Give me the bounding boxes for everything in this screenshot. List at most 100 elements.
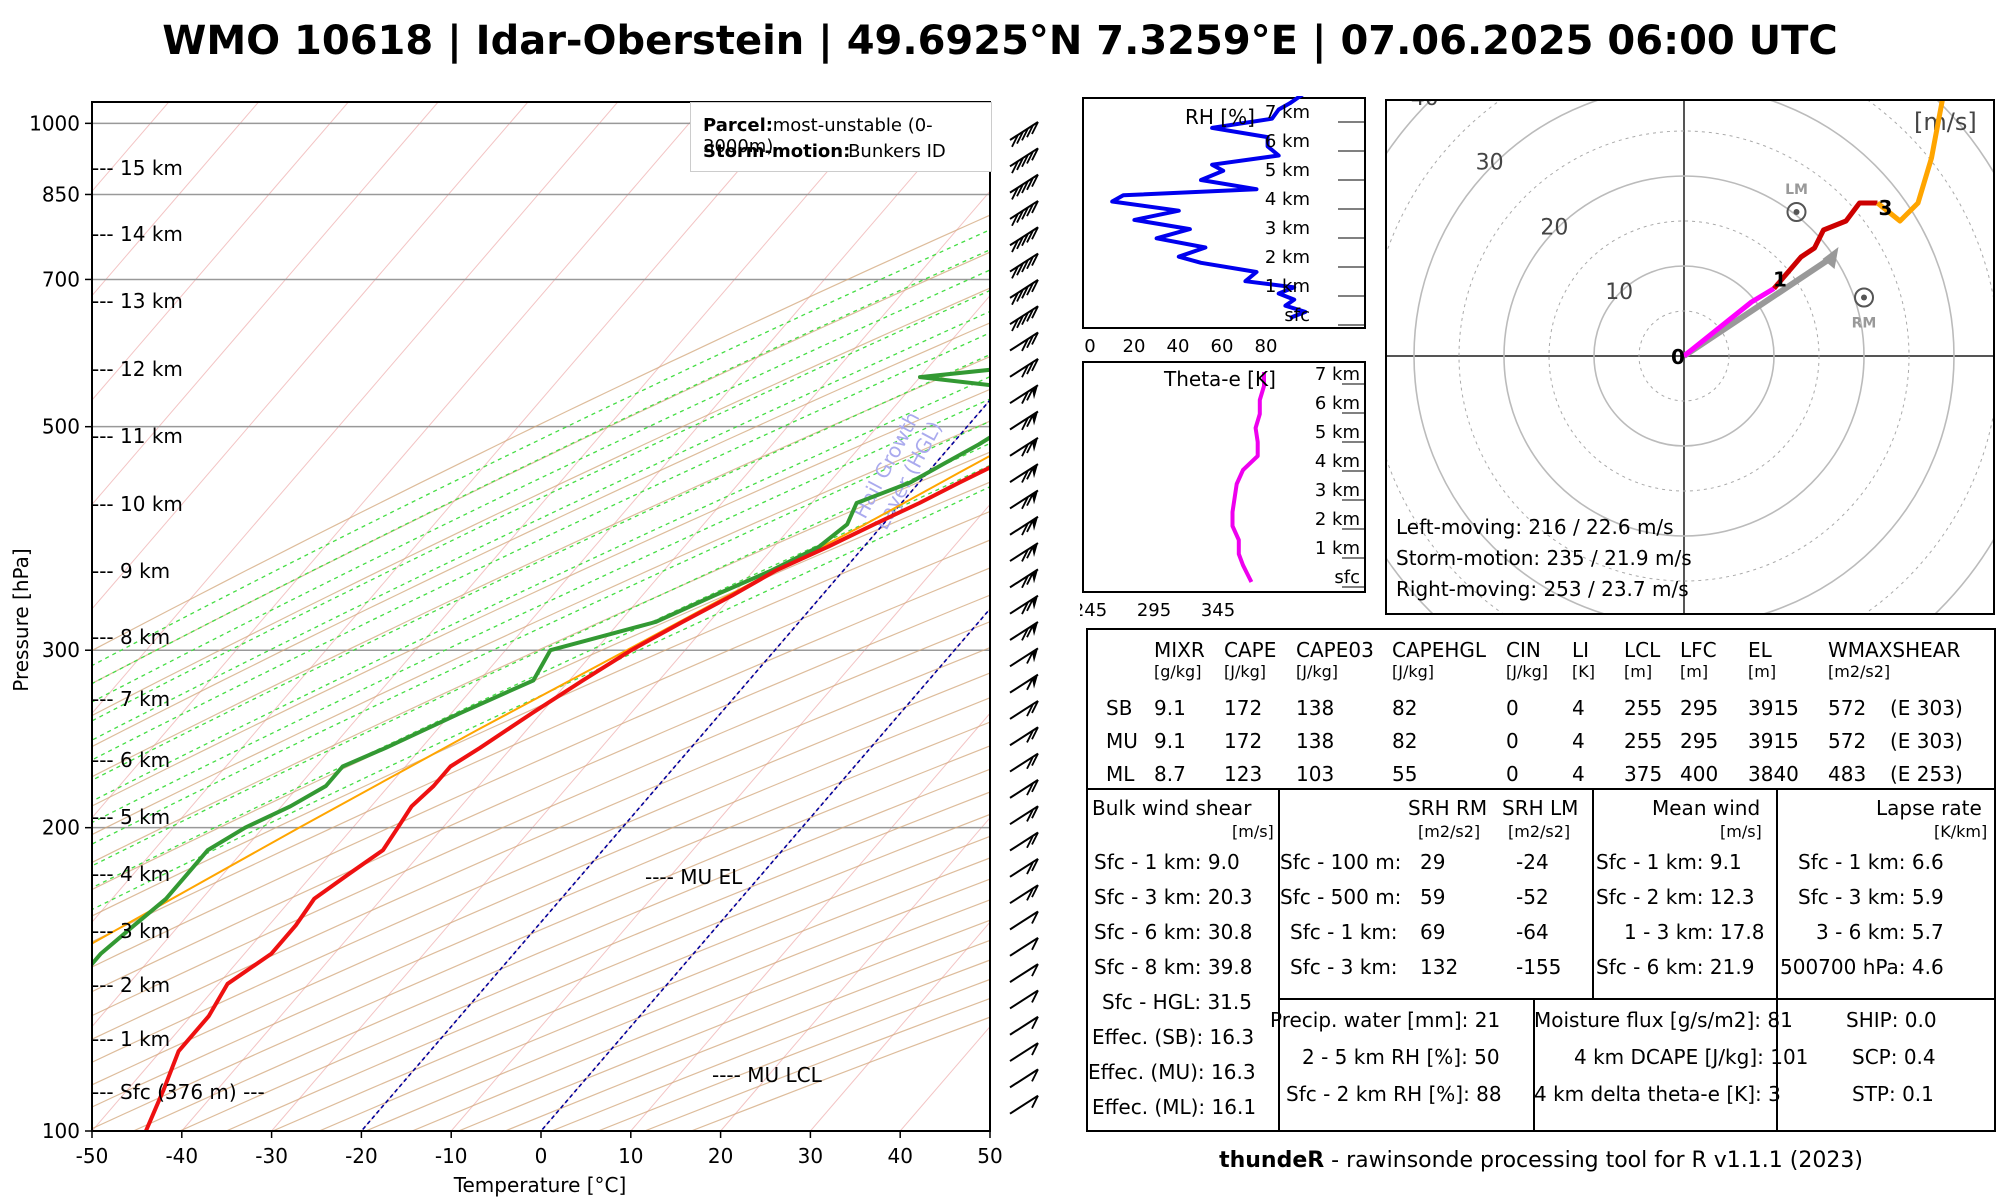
param-value: 375 (1624, 762, 1663, 786)
height-label: --- Sfc (376 m) --- (92, 1080, 265, 1104)
wind-barb-flag (1031, 1095, 1039, 1109)
lapse-rate-value: Sfc - 1 km: 6.6 (1798, 850, 1944, 874)
dewpoint-line (92, 367, 990, 968)
wind-barb (1009, 384, 1039, 404)
wind-barb-staff (1009, 884, 1039, 904)
lapse-rate-value: 500700 hPa: 4.6 (1780, 955, 1944, 979)
hodo-ring-minor (1638, 310, 1730, 402)
wind-barb (1009, 884, 1039, 904)
height-label: --- 2 km (92, 973, 170, 997)
wind-barb (1009, 1015, 1039, 1036)
wind-barb-flag (1021, 443, 1029, 457)
wind-barb-flag (1026, 387, 1034, 401)
moisture-value: Sfc - 2 km RH [%]: 88 (1286, 1082, 1502, 1106)
wind-barb-flag (1026, 677, 1034, 691)
param-header-unit: [m] (1680, 662, 1709, 681)
wind-barb-staff (1009, 700, 1039, 720)
lapse-rate-unit: [K/km] (1934, 822, 1988, 841)
mean-wind-value: Sfc - 2 km: 12.3 (1596, 885, 1755, 909)
wind-barb-staff (1009, 752, 1039, 773)
wind-barb-staff (1009, 463, 1039, 483)
lapse-rate-value: 3 - 6 km: 5.7 (1816, 920, 1944, 944)
hodo-ring-label: 20 (1540, 215, 1568, 240)
wind-barb-flag (1031, 226, 1039, 240)
wind-barb (1009, 226, 1039, 253)
wind-barb (1009, 1042, 1039, 1062)
param-header: CAPEHGL (1392, 638, 1487, 662)
param-value: (E 303) (1890, 729, 1963, 753)
param-value: 400 (1680, 762, 1719, 786)
wind-barb-flag (1021, 575, 1029, 589)
isotherm (92, 102, 798, 923)
rh-height-label: 3 km (1265, 218, 1310, 239)
mean-wind-unit: [m/s] (1720, 822, 1762, 841)
wind-barb-staff (1009, 621, 1039, 641)
flux-value: 4 km delta theta-e [K]: 3 (1534, 1082, 1781, 1106)
wind-barb-staff (1009, 726, 1039, 747)
wind-barb-flag (1021, 549, 1029, 562)
rh-height-label: sfc (1284, 305, 1310, 326)
dry-adiabat (92, 451, 990, 864)
wind-barb-flag (1026, 309, 1034, 322)
x-tick-label: 40 (887, 1144, 912, 1168)
height-label: --- 6 km (92, 748, 170, 772)
mu-parcel-line (92, 454, 990, 945)
wind-barb-staff (1009, 1015, 1039, 1036)
wind-barb-staff (1009, 305, 1039, 326)
hodo-segment (1772, 200, 1878, 291)
wind-barb-staff (1009, 568, 1039, 589)
param-value: (E 253) (1890, 762, 1963, 786)
dry-adiabat (225, 813, 990, 1131)
wind-barb-flag (1016, 289, 1024, 302)
param-value: 103 (1296, 762, 1335, 786)
wind-barb (1009, 858, 1039, 878)
wind-barb-flag (1026, 651, 1034, 664)
wind-barb-flag (1026, 545, 1034, 559)
wind-barb-flag (1021, 522, 1029, 536)
height-label: --- 15 km (92, 156, 183, 180)
param-value: 255 (1624, 696, 1663, 720)
wind-barb (1009, 936, 1039, 957)
srh-rm-value: 29 (1420, 850, 1446, 874)
row-label: MU (1106, 729, 1138, 753)
hodo-unit: [m/s] (1914, 108, 1977, 136)
srh-layer: Sfc - 100 m: (1280, 850, 1402, 874)
wind-barb-flag (1026, 151, 1034, 164)
param-value: 55 (1392, 762, 1418, 786)
theta-e-line (1230, 372, 1266, 583)
parcel-value: most-unstable (0-3000m) (703, 115, 933, 157)
wind-barb (1009, 200, 1039, 227)
dry-adiabat (92, 721, 990, 1108)
moist-adiabat (92, 248, 990, 685)
wind-barb-flag (1016, 157, 1024, 171)
theta-height-label: 3 km (1315, 480, 1360, 501)
wind-barb-staff (1009, 910, 1039, 931)
mixing-ratio-label: 1 (1002, 324, 1013, 344)
param-header: LI (1572, 638, 1590, 662)
y-tick-label: 200 (42, 816, 80, 840)
theta-height-label: 5 km (1315, 422, 1360, 443)
wind-barb-flag (1021, 127, 1029, 141)
wind-barb (1009, 673, 1039, 694)
wind-barb (1009, 542, 1039, 562)
height-label: --- 5 km (92, 805, 170, 829)
param-value: 0 (1506, 696, 1519, 720)
wind-barb-flag (1026, 414, 1034, 428)
wind-barb (1009, 121, 1039, 148)
wind-barb-flag (1021, 312, 1029, 326)
height-label: --- 13 km (92, 289, 183, 313)
wind-barb-staff (1009, 226, 1039, 247)
hodo-height-label: 1 (1773, 268, 1787, 292)
param-header-unit: [K] (1572, 662, 1595, 681)
hodo-ring-label: 30 (1476, 151, 1504, 176)
param-header: CAPE (1224, 638, 1277, 662)
wind-barb-flag (1011, 160, 1019, 174)
footer-credit: thundeR - rawinsonde processing tool for… (1086, 1148, 1996, 1173)
right-moving-text: Right-moving: 253 / 23.7 m/s (1396, 577, 1689, 601)
isotherm (630, 712, 990, 1131)
y-tick-label: 850 (42, 182, 80, 206)
param-header: CAPE03 (1296, 638, 1374, 662)
isotherm (92, 102, 978, 1131)
